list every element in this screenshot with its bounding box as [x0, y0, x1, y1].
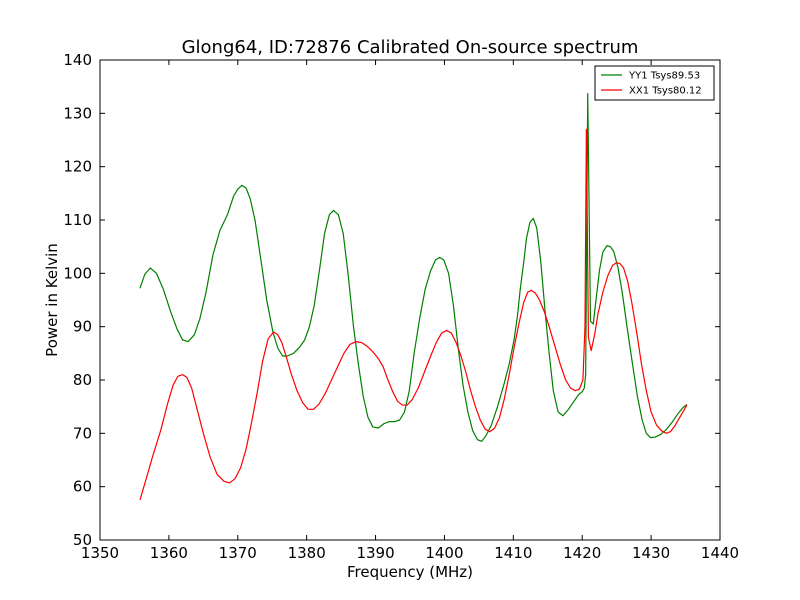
y-tick-label: 90: [73, 318, 92, 336]
y-tick-label: 70: [73, 424, 92, 442]
y-tick-label: 100: [63, 264, 92, 282]
y-tick-label: 120: [63, 158, 92, 176]
y-tick-label: 140: [63, 51, 92, 69]
x-tick-label: 1410: [494, 544, 532, 562]
x-tick-label: 1440: [701, 544, 739, 562]
y-tick-label: 130: [63, 104, 92, 122]
x-axis-title: Frequency (MHz): [347, 563, 473, 581]
x-tick-label: 1370: [219, 544, 257, 562]
x-tick-label: 1430: [632, 544, 670, 562]
x-tick-label: 1360: [150, 544, 188, 562]
x-tick-label: 1350: [81, 544, 119, 562]
series-line-2: [139, 128, 688, 501]
axes-frame: [99, 59, 721, 541]
legend-label-1: YY1 Tsys89.53: [628, 71, 700, 82]
y-axis-title: Power in Kelvin: [43, 243, 61, 357]
y-tick-label: 50: [73, 531, 92, 549]
legend-label-2: XX1 Tsys80.12: [629, 86, 702, 97]
y-tick-label: 110: [63, 211, 92, 229]
y-tick-label: 80: [73, 371, 92, 389]
x-tick-label: 1390: [356, 544, 394, 562]
chart-title: Glong64, ID:72876 Calibrated On-source s…: [182, 37, 639, 58]
x-tick-label: 1380: [288, 544, 326, 562]
legend: YY1 Tsys89.53 XX1 Tsys80.12: [594, 65, 715, 101]
x-tick-label: 1400: [425, 544, 463, 562]
y-tick-label: 60: [73, 478, 92, 496]
series-line-1: [139, 92, 688, 442]
plot-area: 1350 1360 1370 1380 1390 1400 1410 1420 1430 1440…: [63, 51, 739, 562]
legend-box: [594, 65, 715, 101]
x-tick-label: 1420: [563, 544, 601, 562]
